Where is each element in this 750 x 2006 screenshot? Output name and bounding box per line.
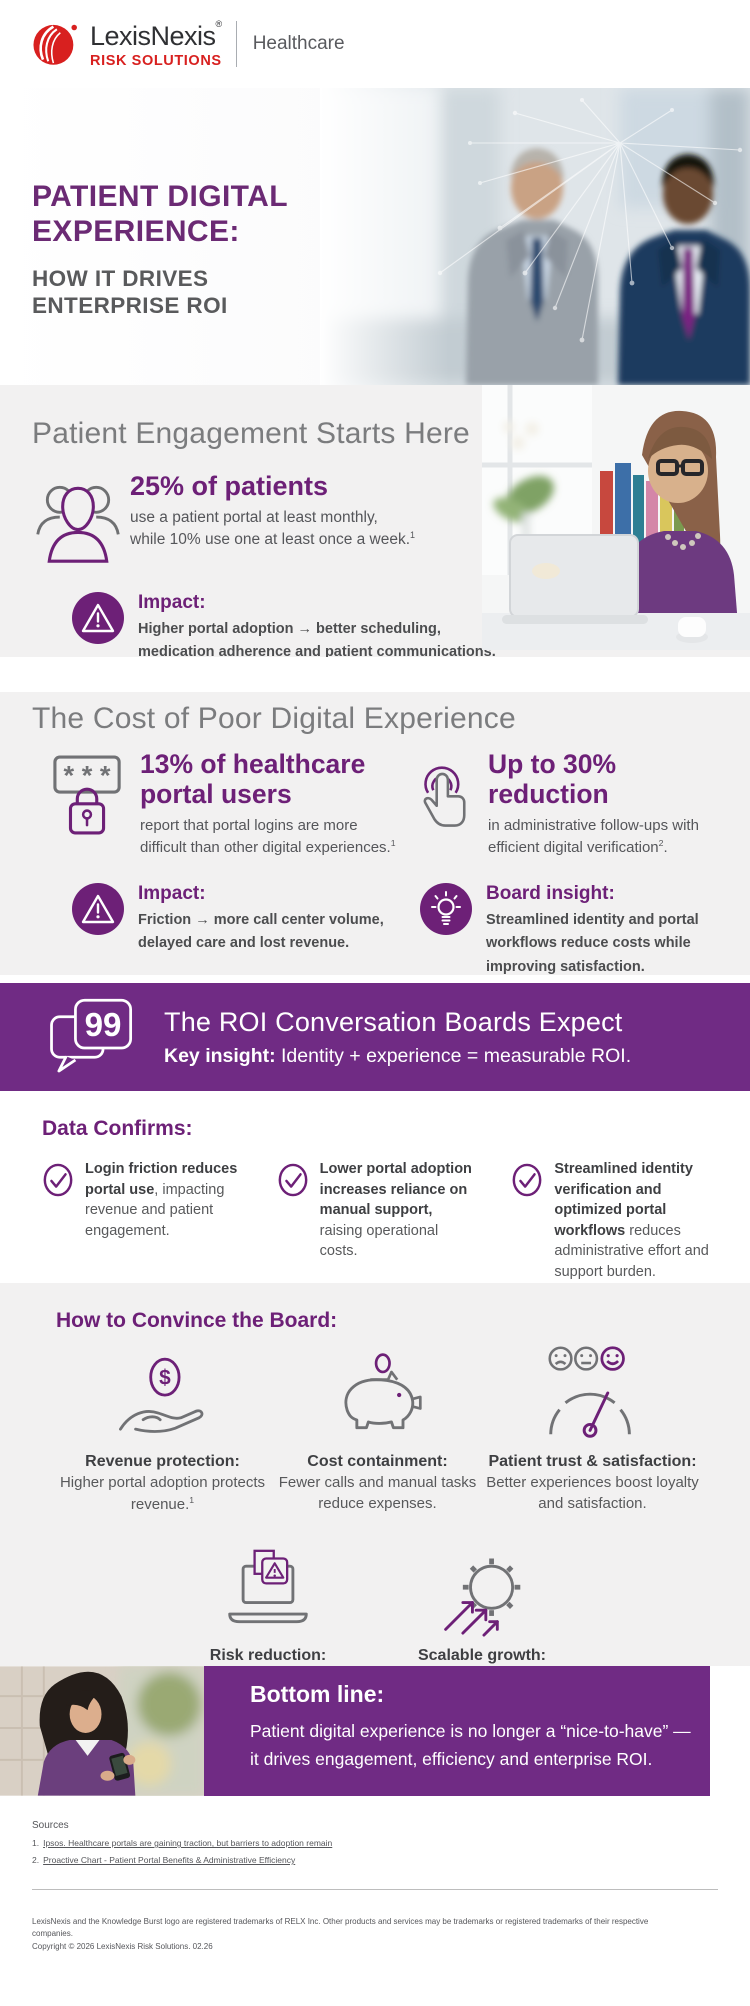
password-lock-icon: * * * <box>53 755 121 835</box>
convince-card-cost: Cost containment: Fewer calls and manual… <box>270 1341 485 1515</box>
trademark-text: LexisNexis and the Knowledge Burst logo … <box>32 1917 649 1939</box>
sources-label: Sources <box>32 1820 69 1831</box>
check-circle-icon <box>278 1163 308 1197</box>
banner-key-insight: Key insight: Identity + experience = mea… <box>164 1044 632 1067</box>
convince-heading: How to Convince the Board: <box>56 1309 338 1332</box>
convince-card-risk: Risk reduction: Stronger verification lo… <box>168 1545 368 1666</box>
cost-heading: The Cost of Poor Digital Experience <box>32 702 516 735</box>
confirm-text: Login friction reduces portal use, impac… <box>85 1161 238 1239</box>
impact-body: Higher portal adoption → better scheduli… <box>138 621 496 657</box>
hero-photo <box>320 88 750 385</box>
board-insight: Board insight: Streamlined identity and … <box>420 882 750 975</box>
woman-laptop-photo <box>482 385 750 650</box>
convince-card-revenue: $ Revenue protection: Higher portal adop… <box>55 1341 270 1515</box>
cost-section: The Cost of Poor Digital Experience * * … <box>0 692 750 975</box>
footnote-marker: 1 <box>410 530 416 541</box>
woman-phone-photo <box>0 1666 204 1796</box>
roi-banner: 99 The ROI Conversation Boards Expect Ke… <box>0 983 750 1091</box>
tap-click-icon <box>423 766 466 827</box>
piggy-bank-icon <box>344 1353 422 1430</box>
impact-body: Friction → more call center volume, dela… <box>138 911 384 952</box>
confirm-item: Streamlined identity verification and op… <box>511 1159 712 1282</box>
spacer <box>0 975 750 983</box>
woman-figure <box>37 1671 136 1796</box>
coffee-cup <box>676 617 708 643</box>
people-icon <box>36 485 120 563</box>
stat-body: use a patient portal at least monthly, w… <box>130 509 416 549</box>
svg-text:$: $ <box>159 1367 171 1390</box>
bottom-line-section: Bottom line: Patient digital experience … <box>0 1666 750 1796</box>
banner-text: The ROI Conversation Boards Expect Key i… <box>164 1007 631 1068</box>
check-circle-icon <box>512 1163 542 1197</box>
check-circle-icon <box>43 1163 73 1197</box>
lightbulb-icon <box>420 882 472 935</box>
board-insight-body: Streamlined identity and portal workflow… <box>486 911 699 975</box>
dollar-hand-icon: $ <box>118 1357 203 1433</box>
svg-text:99: 99 <box>85 1007 122 1044</box>
convince-card-trust: Patient trust & satisfaction: Better exp… <box>485 1341 700 1515</box>
cost-stat-right-body: in administrative follow-ups with effici… <box>488 817 699 857</box>
hero-title: PATIENT DIGITAL EXPERIENCE: <box>32 180 288 248</box>
books <box>600 463 684 543</box>
warning-triangle-icon <box>72 882 124 935</box>
hero-text: PATIENT DIGITAL EXPERIENCE: HOW IT DRIVE… <box>32 180 288 319</box>
cost-stat-right: Up to 30% reduction in administrative fol… <box>400 749 750 859</box>
hero-subtitle: HOW IT DRIVES ENTERPRISE ROI <box>32 265 228 319</box>
cost-impact: Impact: Friction → more call center volu… <box>72 882 400 975</box>
satisfaction-gauge-icon <box>547 1346 631 1438</box>
confirm-item: Lower portal adoption increases reliance… <box>277 1159 478 1282</box>
registered-mark: ® <box>215 18 223 29</box>
copyright-text: Copyright © 2026 LexisNexis Risk Solutio… <box>32 1941 213 1951</box>
confirm-item: Login friction reduces portal use, impac… <box>42 1159 243 1282</box>
bottom-line-box: Bottom line: Patient digital experience … <box>204 1666 710 1796</box>
knowledge-burst-icon <box>33 24 77 65</box>
cost-stat-left-body: report that portal logins are more diffi… <box>140 817 396 857</box>
footer-divider <box>32 1889 718 1890</box>
cost-stat-right-title: Up to 30% reduction <box>488 749 617 809</box>
convince-card-growth: Scalable growth: Efficient workflows fre… <box>382 1545 582 1666</box>
source-item: 1. Ipsos. Healthcare portals are gaining… <box>32 1838 333 1848</box>
data-confirms-heading: Data Confirms: <box>42 1117 193 1140</box>
header: LexisNexis® RISK SOLUTIONS Healthcare <box>0 0 750 88</box>
confirm-text: Lower portal adoption increases reliance… <box>319 1161 472 1260</box>
board-insight-label: Board insight: <box>486 882 615 904</box>
gear-growth-arrows-icon <box>444 1558 521 1637</box>
laptop-warning-icon <box>228 1550 308 1624</box>
source-link-2[interactable]: Proactive Chart - Patient Portal Benefit… <box>43 1855 296 1865</box>
brand-name: LexisNexis® <box>90 18 223 51</box>
bottom-line-body: Patient digital experience is no longer … <box>250 1721 691 1769</box>
engagement-heading: Patient Engagement Starts Here <box>32 417 470 450</box>
laptop <box>502 534 648 624</box>
confirm-text: Streamlined identity verification and op… <box>554 1161 709 1280</box>
brand-subtitle: RISK SOLUTIONS <box>90 52 222 69</box>
hero-section: PATIENT DIGITAL EXPERIENCE: HOW IT DRIVE… <box>0 88 750 385</box>
svg-text:* * *: * * * <box>64 759 111 790</box>
logo-divider <box>235 21 237 67</box>
stat-title: 25% of patients <box>130 471 329 501</box>
banner-title: The ROI Conversation Boards Expect <box>164 1006 623 1037</box>
source-item: 2. Proactive Chart - Patient Portal Bene… <box>32 1855 296 1865</box>
footnote-marker: 1 <box>390 838 396 849</box>
convince-section: How to Convince the Board: $ Revenue pro… <box>0 1283 750 1666</box>
spacer <box>0 657 750 692</box>
footer: Sources 1. Ipsos. Healthcare portals are… <box>0 1796 750 2006</box>
engagement-section: Patient Engagement Starts Here <box>0 385 750 657</box>
impact-label: Impact: <box>138 592 206 613</box>
lexisnexis-logo: LexisNexis® RISK SOLUTIONS <box>30 18 222 70</box>
division-label: Healthcare <box>252 33 345 54</box>
footnote-marker: 1 <box>189 1494 195 1505</box>
cost-stat-left-title: 13% of healthcare portal users <box>140 749 366 809</box>
cost-stat-left: * * * 13% of healthcare portal users repo… <box>32 749 400 859</box>
impact-label: Impact: <box>138 882 206 904</box>
warning-triangle-icon <box>72 592 124 644</box>
quote-bubbles-icon: 99 <box>50 998 133 1073</box>
source-link-1[interactable]: Ipsos. Healthcare portals are gaining tr… <box>43 1838 333 1848</box>
bottom-line-heading: Bottom line: <box>250 1681 385 1707</box>
footnote-marker: 2 <box>658 838 664 849</box>
data-confirms-section: Data Confirms: Login friction reduces po… <box>0 1091 750 1283</box>
